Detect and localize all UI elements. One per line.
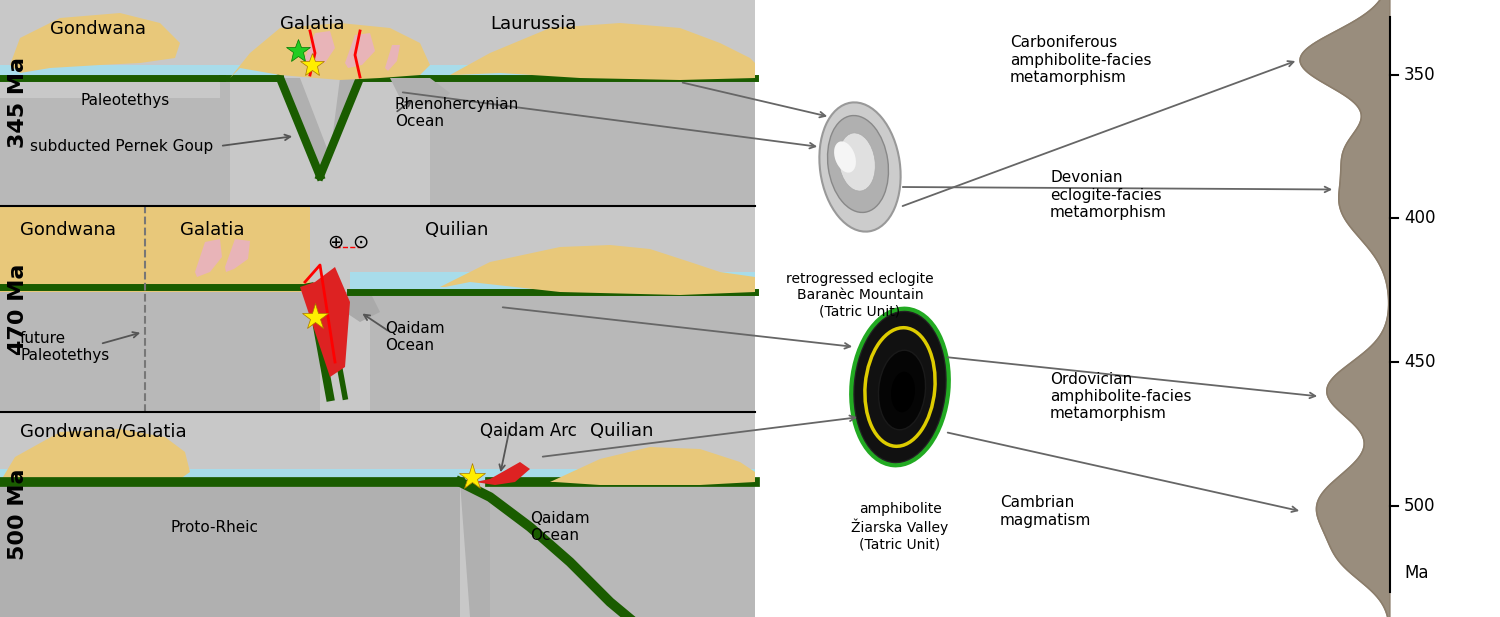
Polygon shape	[460, 482, 656, 617]
Text: 345 Ma: 345 Ma	[8, 57, 28, 149]
Text: Devonian
eclogite-facies
metamorphism: Devonian eclogite-facies metamorphism	[1050, 170, 1167, 220]
Polygon shape	[0, 412, 754, 617]
Polygon shape	[0, 292, 320, 412]
Text: Quilian: Quilian	[424, 221, 489, 239]
Ellipse shape	[879, 350, 926, 430]
Text: 450: 450	[1404, 353, 1435, 371]
Polygon shape	[222, 65, 282, 78]
Text: Laurussia: Laurussia	[490, 15, 576, 33]
Polygon shape	[390, 78, 450, 105]
Polygon shape	[0, 65, 222, 78]
Text: Proto-Rheic: Proto-Rheic	[170, 520, 258, 534]
Polygon shape	[304, 31, 334, 65]
Polygon shape	[0, 206, 754, 412]
Polygon shape	[0, 469, 490, 482]
Polygon shape	[326, 292, 380, 322]
Ellipse shape	[891, 372, 915, 412]
Polygon shape	[476, 462, 530, 485]
Polygon shape	[300, 267, 350, 377]
Polygon shape	[0, 0, 754, 206]
Text: Qaidam Arc: Qaidam Arc	[480, 422, 578, 440]
Polygon shape	[195, 239, 222, 277]
Polygon shape	[550, 447, 754, 485]
Polygon shape	[360, 65, 754, 78]
Polygon shape	[490, 482, 754, 617]
Ellipse shape	[853, 311, 946, 463]
Polygon shape	[440, 245, 754, 295]
Text: Carboniferous
amphibolite-facies
metamorphism: Carboniferous amphibolite-facies metamor…	[1010, 35, 1152, 85]
Text: Qaidam
Ocean: Qaidam Ocean	[530, 511, 590, 543]
Text: Ordovician
amphibolite-facies
metamorphism: Ordovician amphibolite-facies metamorphi…	[1050, 371, 1191, 421]
Polygon shape	[386, 45, 400, 71]
Polygon shape	[450, 23, 754, 80]
Text: Gondwana: Gondwana	[20, 221, 116, 239]
Polygon shape	[345, 33, 375, 68]
Polygon shape	[490, 469, 754, 482]
Text: amphibolite
Žiarska Valley
(Tatric Unit): amphibolite Žiarska Valley (Tatric Unit)	[852, 502, 948, 552]
Text: subducted Pernek Goup: subducted Pernek Goup	[30, 138, 213, 154]
Text: Paleotethys: Paleotethys	[80, 94, 170, 109]
Text: Cambrian
magmatism: Cambrian magmatism	[1000, 495, 1092, 528]
Polygon shape	[430, 78, 754, 206]
Text: 400: 400	[1404, 209, 1435, 227]
Ellipse shape	[839, 133, 876, 191]
Text: Rhenohercynian
Ocean: Rhenohercynian Ocean	[394, 97, 519, 129]
Ellipse shape	[819, 102, 900, 231]
Ellipse shape	[834, 141, 856, 173]
Text: Ma: Ma	[1404, 564, 1428, 582]
Polygon shape	[280, 78, 360, 176]
Ellipse shape	[828, 115, 888, 212]
Polygon shape	[370, 292, 754, 412]
Text: 470 Ma: 470 Ma	[8, 263, 28, 355]
Polygon shape	[350, 272, 754, 292]
Polygon shape	[0, 78, 230, 206]
Polygon shape	[230, 23, 430, 80]
Text: Gondwana: Gondwana	[50, 20, 146, 38]
Polygon shape	[0, 78, 220, 98]
Text: 500: 500	[1404, 497, 1435, 515]
Polygon shape	[10, 13, 180, 73]
Text: Quilian: Quilian	[590, 422, 654, 440]
Polygon shape	[0, 206, 310, 292]
Text: Galatia: Galatia	[280, 15, 345, 33]
Text: Galatia: Galatia	[180, 221, 244, 239]
Text: ⊕: ⊕	[327, 233, 344, 252]
Polygon shape	[225, 239, 251, 272]
Text: Qaidam
Ocean: Qaidam Ocean	[386, 321, 444, 353]
Polygon shape	[0, 482, 460, 617]
Text: ⊙: ⊙	[352, 233, 368, 252]
Text: Gondwana/Galatia: Gondwana/Galatia	[20, 422, 186, 440]
Text: 350: 350	[1404, 65, 1435, 83]
Text: future
Paleotethys: future Paleotethys	[20, 331, 110, 363]
Text: retrogressed eclogite
Baranèc Mountain
(Tatric Unit): retrogressed eclogite Baranèc Mountain (…	[786, 272, 934, 318]
Text: 500 Ma: 500 Ma	[8, 469, 28, 560]
Polygon shape	[0, 429, 190, 485]
